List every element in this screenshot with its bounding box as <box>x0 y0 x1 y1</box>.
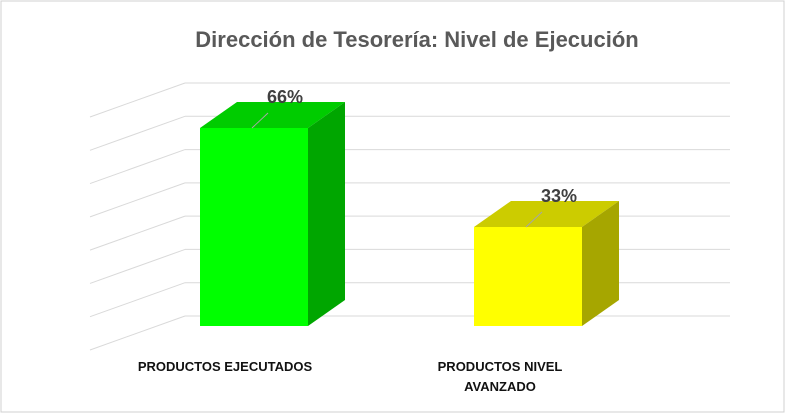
data-label: 66% <box>267 87 303 107</box>
grid-line-side <box>89 282 186 318</box>
leader-line <box>525 211 543 228</box>
chart-title: Dirección de Tesorería: Nivel de Ejecuci… <box>195 27 638 52</box>
bar <box>474 227 582 326</box>
grid-line-side <box>89 315 186 351</box>
x-tick-label: PRODUCTOS NIVEL AVANZADO <box>437 359 563 394</box>
bar-top <box>200 102 345 128</box>
grid-line-side <box>89 248 186 284</box>
grid-line-side <box>89 182 186 218</box>
x-tick-label: PRODUCTOS EJECUTADOS <box>137 359 313 374</box>
grid-line-side <box>89 215 186 251</box>
grid-line-side <box>89 82 186 118</box>
grid-line-side <box>89 115 186 151</box>
bar <box>200 128 308 326</box>
data-label: 33% <box>541 186 577 206</box>
leader-line <box>251 112 269 129</box>
bar-top <box>474 201 619 227</box>
bar-side <box>582 201 619 326</box>
grid-line-side <box>89 149 186 185</box>
bar-side <box>308 102 345 326</box>
